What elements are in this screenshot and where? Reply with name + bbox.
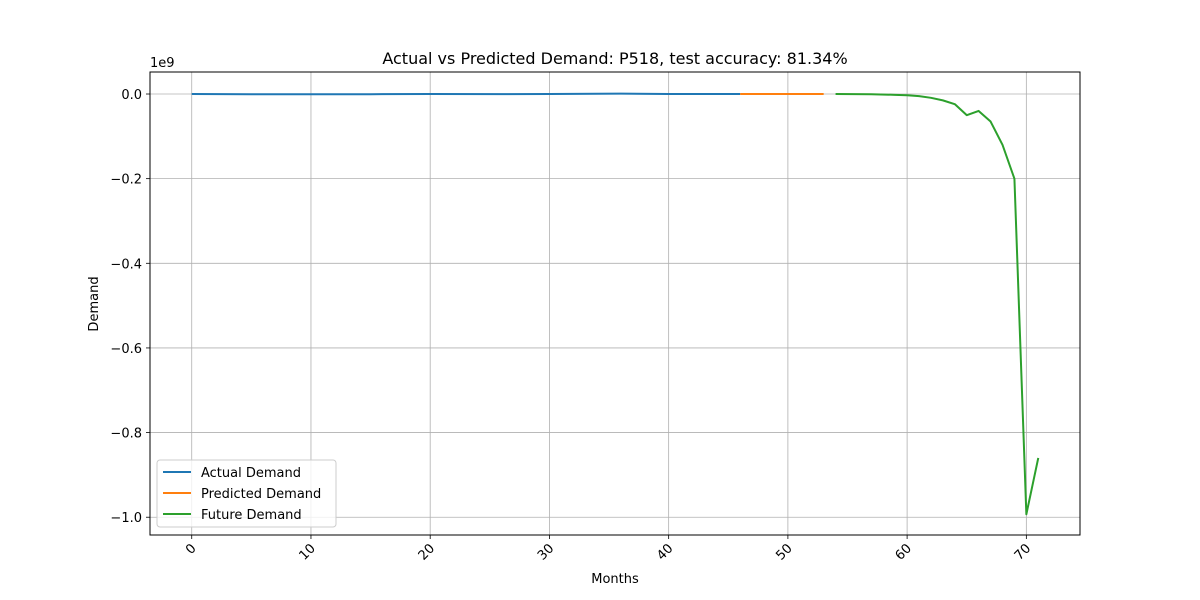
series-line-2 xyxy=(835,93,1040,516)
legend-label: Future Demand xyxy=(201,508,302,523)
y-tick-label: −0.4 xyxy=(110,257,142,272)
legend-box xyxy=(156,459,337,528)
y-tick-label: −0.6 xyxy=(110,342,142,357)
y-tick-label: −0.2 xyxy=(110,173,142,188)
legend-label: Predicted Demand xyxy=(201,487,321,502)
y-tick-label: −1.0 xyxy=(110,511,142,526)
ticks: 0 10 20 30 40 50 60 700.0−0.2−0.4−0.6−0.8−1.0 xyxy=(110,88,1034,564)
series-layer xyxy=(191,92,1040,516)
plot-frame xyxy=(149,71,1081,536)
x-axis-label: Months xyxy=(591,572,639,587)
legend-label: Actual Demand xyxy=(201,466,301,481)
series-line-0 xyxy=(191,92,741,96)
y-tick-label: −0.8 xyxy=(110,427,142,442)
y-offset-label: 1e9 xyxy=(150,56,175,71)
y-tick-label: 0.0 xyxy=(121,88,142,103)
y-axis-label: Demand xyxy=(87,276,102,331)
legend: Actual Demand Predicted Demand Future Dema… xyxy=(156,459,337,528)
chart-title: Actual vs Predicted Demand: P518, test a… xyxy=(382,49,847,68)
